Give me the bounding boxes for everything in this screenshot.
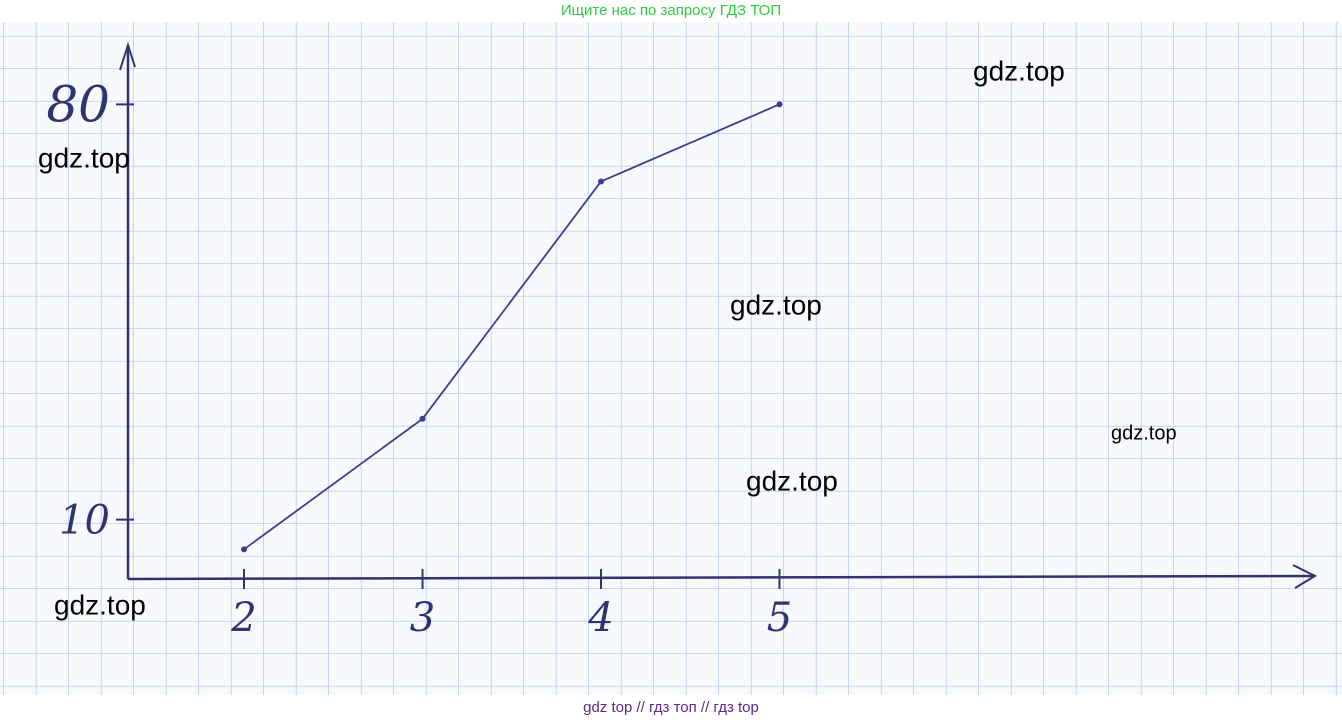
watermark: gdz.top — [746, 465, 838, 496]
watermark: gdz.top — [54, 589, 146, 620]
watermark: gdz.top — [38, 142, 130, 173]
watermark: gdz.top — [973, 55, 1065, 86]
y-tick-label: 80 — [46, 75, 110, 133]
x-axis — [127, 574, 1316, 581]
x-tick-label: 4 — [587, 595, 613, 641]
header: Ищите нас по запросу ГДЗ ТОП — [561, 2, 781, 19]
watermark: gdz.top — [1111, 422, 1177, 444]
point — [598, 178, 605, 185]
y-axis-arrow — [119, 41, 136, 71]
paper-grid — [0, 22, 1342, 695]
x-tick-label: 5 — [767, 595, 792, 641]
point — [419, 415, 426, 422]
x-tick-label: 3 — [410, 595, 435, 641]
watermark: gdz.top — [730, 289, 822, 320]
footer: gdz top // гдз топ // гдз top — [583, 699, 759, 716]
x-tick-label: 2 — [230, 595, 256, 641]
x-axis-arrow — [1292, 564, 1318, 589]
line — [243, 103, 780, 551]
point — [241, 546, 248, 553]
point — [776, 101, 783, 108]
y-tick-label: 10 — [59, 498, 110, 544]
